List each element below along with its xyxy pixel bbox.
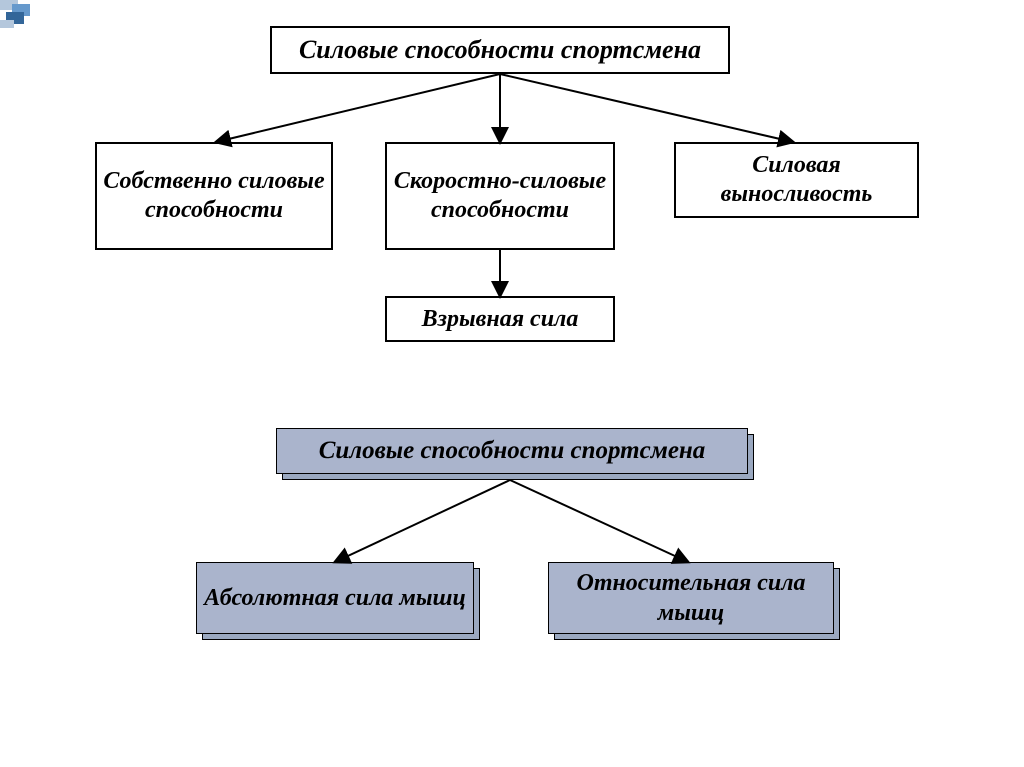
d1-own-label: Собственно силовые способности: [103, 167, 325, 225]
d1-endurance-label: Силовая выносливость: [682, 151, 911, 209]
d2-root-label: Силовые способности спортсмена: [319, 435, 706, 466]
connectors-svg: [0, 0, 1024, 767]
d1-explosive-label: Взрывная сила: [422, 305, 579, 334]
d1-root: Силовые способности спортсмена: [270, 26, 730, 74]
d1-explosive: Взрывная сила: [385, 296, 615, 342]
d2-absolute-label: Абсолютная сила мышц: [204, 583, 466, 613]
d2-relative-label: Относительная сила мышц: [555, 568, 827, 628]
d1-speed: Скоростно-силовые способности: [385, 142, 615, 250]
d1-speed-label: Скоростно-силовые способности: [393, 167, 607, 225]
d2-relative: Относительная сила мышц: [548, 562, 840, 640]
d1-endurance: Силовая выносливость: [674, 142, 919, 218]
slide-corner-accent: [0, 0, 32, 30]
d1-root-label: Силовые способности спортсмена: [299, 34, 701, 65]
d1-own: Собственно силовые способности: [95, 142, 333, 250]
d2-root: Силовые способности спортсмена: [276, 428, 754, 480]
d2-absolute: Абсолютная сила мышц: [196, 562, 480, 640]
